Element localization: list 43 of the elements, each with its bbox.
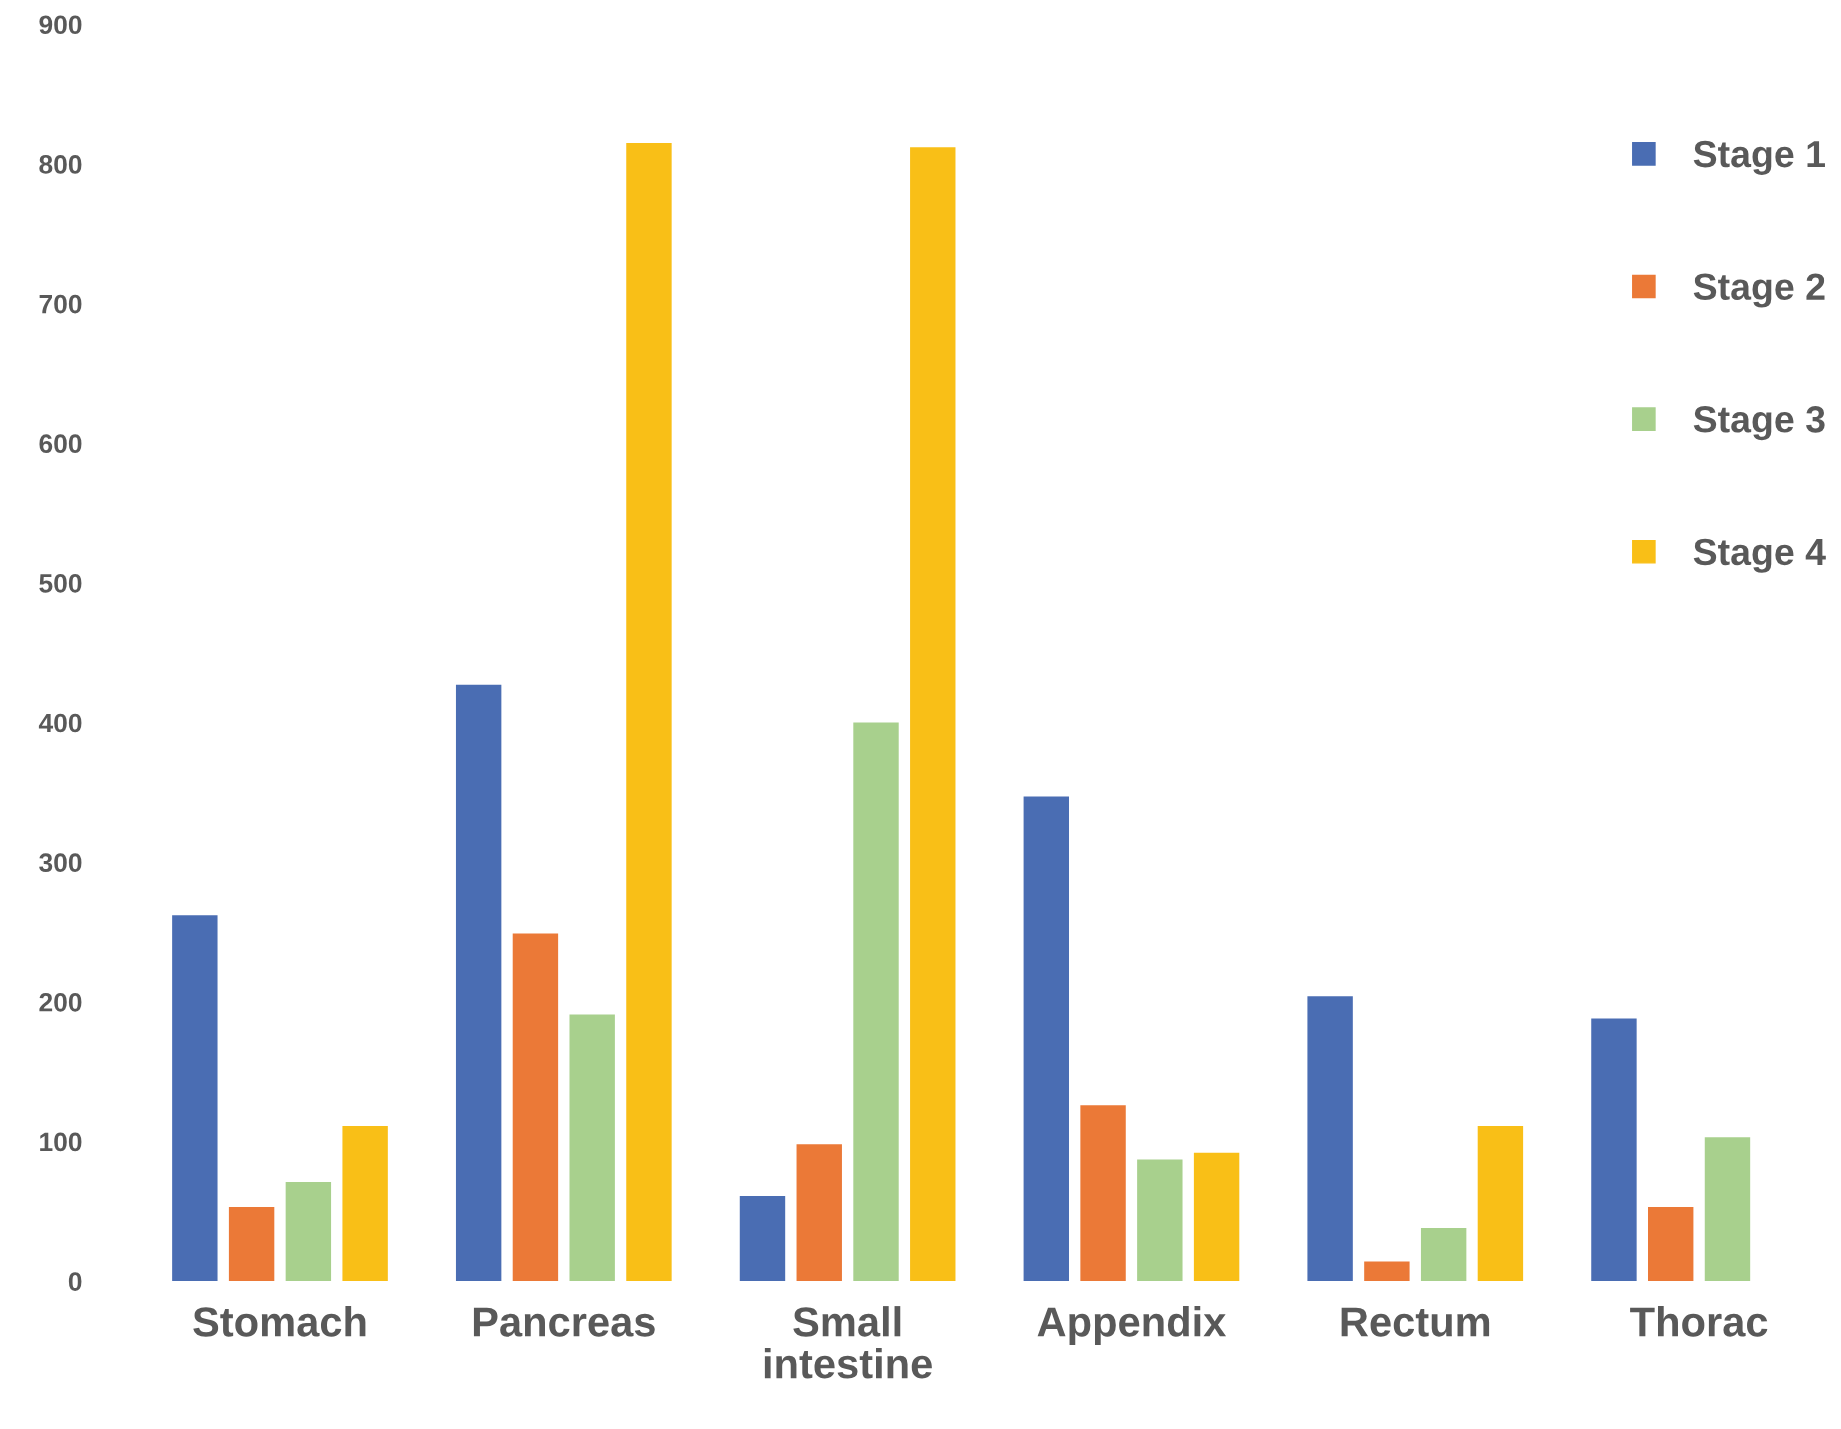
legend-label: Stage 4 (1693, 538, 1826, 573)
bar (1420, 1228, 1467, 1282)
bar (1023, 796, 1070, 1282)
bar (910, 147, 956, 1282)
bar (796, 1144, 842, 1282)
bar (455, 684, 502, 1282)
legend-label: Stage 1 (1693, 140, 1825, 175)
x-tick-label: Thorac (1630, 1306, 1768, 1337)
y-tick-label: 800 (39, 155, 82, 174)
bar (1477, 1126, 1524, 1282)
bar (512, 933, 559, 1282)
y-tick-label: 0 (68, 1272, 82, 1291)
bar (569, 1014, 615, 1282)
y-tick-label: 200 (39, 992, 82, 1012)
x-tick-label: Stomach (193, 1306, 366, 1337)
bar (1704, 1137, 1751, 1282)
bar (285, 1181, 332, 1282)
bar (739, 1195, 786, 1282)
x-tick-label: Pancreas (473, 1307, 655, 1337)
bar (1080, 1105, 1126, 1282)
bar (853, 722, 899, 1282)
y-tick-label: 900 (39, 15, 82, 35)
legend-label: Stage 2 (1693, 273, 1825, 308)
bar (342, 1126, 388, 1282)
bar (1307, 996, 1353, 1282)
y-tick-label: 600 (39, 434, 82, 454)
bar (1137, 1159, 1183, 1282)
y-tick-label: 700 (39, 294, 82, 314)
y-tick-label: 500 (39, 574, 82, 593)
bar (228, 1207, 275, 1282)
bar (172, 915, 218, 1282)
bar (1364, 1261, 1410, 1282)
bar (1648, 1207, 1694, 1282)
bar (1193, 1152, 1240, 1282)
x-tick-label: Rectum (1341, 1307, 1490, 1337)
x-tick-label: Appendix (1037, 1306, 1227, 1345)
y-tick-label: 100 (40, 1132, 82, 1152)
bar (626, 142, 672, 1282)
x-tick-label: Small intestine (764, 1306, 932, 1379)
legend-label: Stage 3 (1693, 406, 1825, 441)
bar (1591, 1018, 1637, 1282)
y-tick-label: 400 (38, 713, 82, 733)
y-tick-label: 300 (39, 853, 82, 873)
